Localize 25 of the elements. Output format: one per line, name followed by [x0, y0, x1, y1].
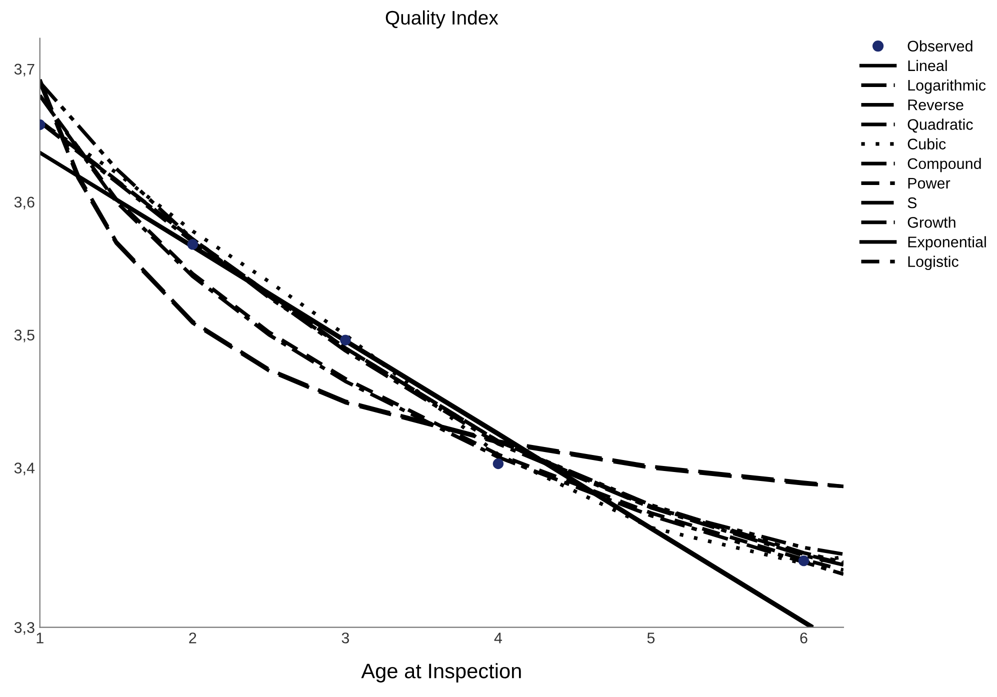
chart-title: Quality Index [386, 10, 498, 28]
legend-label: Reverse [908, 100, 964, 110]
y-tick-label: 3,7 [14, 64, 34, 76]
y-tick-label: 3,4 [14, 462, 35, 476]
legend-label: Cubic [908, 138, 946, 150]
y-tick-label: 3,3 [14, 622, 34, 635]
legend-label: Logistic [908, 256, 958, 270]
x-tick-label: 2 [189, 632, 196, 644]
x-tick-label: 4 [494, 632, 502, 644]
x-tick-label: 1 [36, 632, 44, 644]
legend-label: Quadratic [908, 118, 973, 133]
legend-label: Observed [908, 40, 972, 52]
legend-label: S [908, 197, 917, 208]
legend-label: Power [908, 178, 950, 189]
legend-label: Growth [908, 216, 956, 228]
legend-label: Exponential [908, 236, 986, 250]
x-tick-label: 5 [647, 632, 655, 644]
x-tick-label: 6 [800, 632, 808, 644]
legend-label: Logarithmic [908, 79, 986, 94]
legend-label: Compound [908, 158, 981, 172]
y-tick-label: 3,6 [14, 196, 34, 210]
x-tick-label: 3 [342, 632, 349, 644]
legend-label: Lineal [908, 60, 947, 72]
x-axis-title: Age at Inspection [361, 663, 521, 682]
y-tick-label: 3,5 [14, 330, 34, 342]
